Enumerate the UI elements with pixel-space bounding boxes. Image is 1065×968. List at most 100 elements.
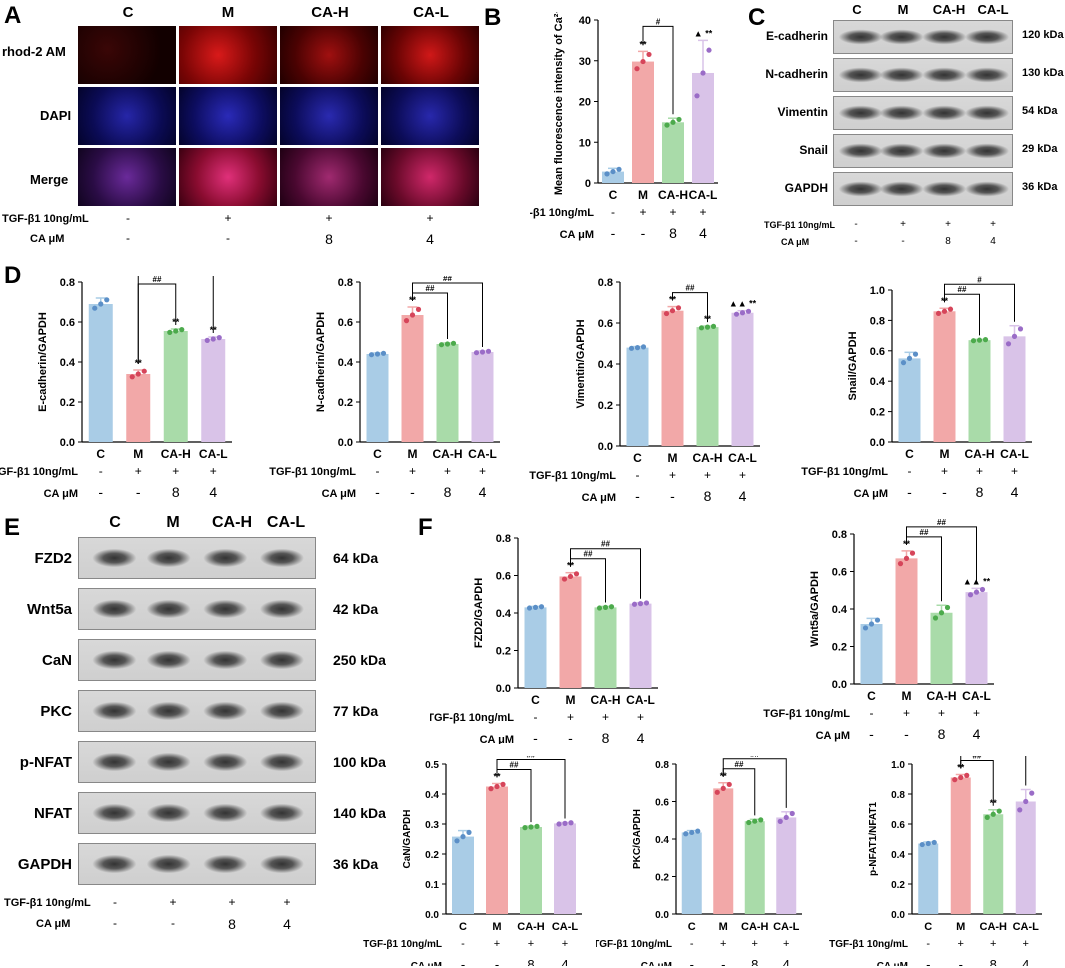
treatment-tgf-value: + [973,706,980,720]
data-point [104,297,110,303]
treatment-ca-value: - [721,957,725,966]
y-axis-label: N-cadherin/GAPDH [315,312,327,412]
y-tick-label: 0.2 [832,642,847,654]
row-label-dapi: DAPI [40,108,72,123]
panel-c-protein-label: Snail [799,143,828,157]
bracket-label: ## [973,756,982,761]
bar-ca-h [436,344,459,442]
x-tick-label: CA-L [199,447,228,461]
bar-c [898,358,921,442]
data-point [694,93,700,99]
bar-ca-l [692,72,714,183]
treatment-ca-value: - [495,957,499,966]
treatment-ca-value: - [410,484,415,500]
panel-c-blot-strip [833,58,1013,92]
panel-c-blot-strip [833,134,1013,168]
bracket-label: # [977,276,982,284]
comparison-bracket [944,283,1015,322]
y-tick-label: 1.0 [891,760,905,771]
data-point [912,351,919,357]
data-point [485,348,492,354]
y-tick-label: 0.4 [338,357,354,369]
x-tick-label: M [668,451,678,465]
treatment-ca-label: CA μM [411,961,442,966]
chart-f4: 0.00.20.40.60.8PKC/GAPDHCM**CA-HCA-L####… [596,756,802,966]
bar-c [918,843,939,914]
bar-ca-l [554,823,576,914]
data-point [640,344,647,350]
data-point [976,337,983,343]
treatment-tgf-label: TGF-β1 10ng/mL [801,466,888,478]
bar-c [366,354,389,442]
data-point [538,604,545,610]
data-point [528,824,534,830]
x-tick-label: M [133,447,143,461]
bracket-label: ## [686,284,695,293]
y-tick-label: 0.5 [425,760,439,771]
panel-a-header-cal: CA-L [413,4,449,21]
bar-ca-l [1003,336,1026,442]
x-tick-label: C [373,447,382,461]
bar-ca-l [471,352,494,442]
bar-ca-h [163,331,188,442]
data-point [204,337,210,343]
y-tick-label: 0.4 [598,359,614,371]
data-point [862,625,869,631]
x-tick-label: M [408,447,418,461]
image-merge-cah [280,148,378,206]
data-point [663,310,670,317]
panel-e-protein-label: CaN [41,652,72,669]
treatment-ca-label: CA μM [480,734,514,744]
data-point [670,119,676,125]
treatment-tgf-value: - [926,938,930,950]
data-point [602,604,609,610]
panel-e-protein-label: Wnt5a [27,601,72,618]
x-tick-label: C [459,921,467,933]
x-tick-label: C [905,447,914,461]
y-tick-label: 0.2 [870,407,885,419]
data-point [129,374,135,380]
x-tick-label: CA-L [1013,921,1040,933]
bar-m [126,374,151,442]
treatment-ca-value: - [98,484,103,500]
data-point [526,605,533,611]
y-tick-label: 0.6 [598,318,613,330]
treatment-tgf-label: TGF-β1 10ng/mL [596,939,672,950]
panel-c-header-c: C [852,2,862,17]
data-point [438,342,445,348]
treatment-ca-label-e: CA μM [36,918,71,930]
x-tick-label: C [96,447,105,461]
bar-ca-h [930,612,953,684]
treatment-tgf-label-c: TGF-β1 10ng/mL [764,220,835,230]
data-point [941,308,948,314]
treatment-ca-label: CA μM [322,488,356,500]
data-point [596,605,603,611]
e-ca-c: - [113,916,117,930]
treatment-tgf-value: - [690,938,694,950]
data-point [931,839,937,846]
data-point [1023,798,1029,805]
data-point [664,122,670,128]
data-point [689,829,695,836]
treatment-tgf-value: - [870,706,874,720]
comparison-bracket [722,758,787,808]
data-point [758,817,764,823]
y-tick-label: 0.2 [425,850,439,861]
data-point [568,820,574,826]
x-tick-label: C [531,693,540,707]
c-tgf-m: + [900,219,906,230]
bracket-label: ## [527,756,536,760]
panel-c-protein-label: Vimentin [777,105,828,119]
bracket-label: ## [443,276,452,283]
bar-m [950,777,971,914]
x-tick-label: CA-H [980,921,1008,933]
treatment-tgf-value: + [210,464,217,478]
treatment-ca-value: - [641,225,646,241]
panel-e-blot-strip [78,639,316,681]
treatment-tgf-label-e: TGF-β1 10ng/mL [4,897,91,909]
treatment-ca-value: 8 [172,484,180,500]
data-point [746,819,752,826]
data-point [634,345,641,351]
y-axis-label: E-cadherin/GAPDH [37,312,49,412]
